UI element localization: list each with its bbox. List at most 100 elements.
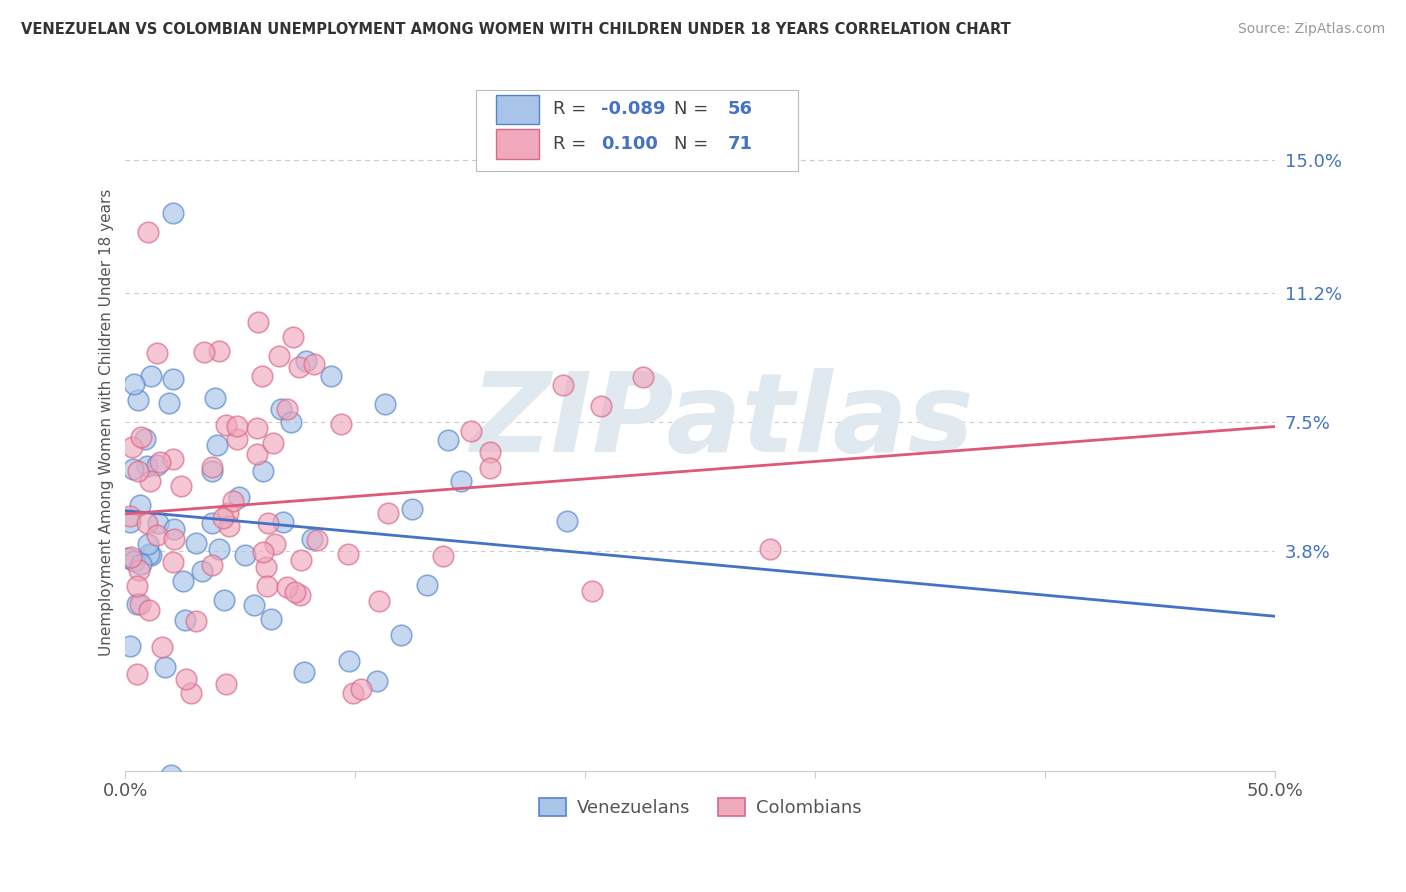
Point	[120, 550, 142, 565]
Point	[201, 558, 224, 572]
Point	[243, 598, 266, 612]
Point	[591, 399, 613, 413]
Text: 71: 71	[728, 136, 752, 153]
Point	[389, 628, 412, 642]
Point	[157, 396, 180, 410]
Point	[290, 588, 312, 602]
Point	[160, 767, 183, 781]
Point	[184, 536, 207, 550]
Text: VENEZUELAN VS COLOMBIAN UNEMPLOYMENT AMONG WOMEN WITH CHILDREN UNDER 18 YEARS CO: VENEZUELAN VS COLOMBIAN UNEMPLOYMENT AMO…	[21, 22, 1011, 37]
Point	[252, 545, 274, 559]
Text: ZIPatlas: ZIPatlas	[471, 368, 976, 475]
Point	[479, 460, 502, 475]
Point	[184, 614, 207, 628]
Point	[631, 369, 654, 384]
Point	[377, 506, 399, 520]
Point	[149, 454, 172, 468]
Point	[122, 554, 145, 568]
Point	[201, 516, 224, 531]
Text: R =: R =	[553, 100, 592, 119]
Point	[247, 315, 270, 329]
Point	[218, 519, 240, 533]
Point	[129, 557, 152, 571]
Point	[252, 464, 274, 478]
Point	[205, 438, 228, 452]
Text: Source: ZipAtlas.com: Source: ZipAtlas.com	[1237, 22, 1385, 37]
Point	[163, 532, 186, 546]
Point	[437, 433, 460, 447]
Point	[135, 516, 157, 530]
Text: -0.089: -0.089	[602, 100, 666, 119]
Point	[162, 206, 184, 220]
Point	[125, 578, 148, 592]
Point	[129, 499, 152, 513]
Point	[460, 424, 482, 438]
Point	[174, 672, 197, 686]
Point	[138, 603, 160, 617]
FancyBboxPatch shape	[477, 90, 799, 170]
Point	[269, 349, 291, 363]
Point	[170, 479, 193, 493]
Point	[191, 564, 214, 578]
Point	[138, 225, 160, 239]
Point	[125, 667, 148, 681]
Point	[226, 432, 249, 446]
Point	[127, 597, 149, 611]
Point	[217, 506, 239, 520]
Point	[138, 547, 160, 561]
Point	[336, 547, 359, 561]
Point	[117, 551, 139, 566]
Point	[135, 459, 157, 474]
Text: N =: N =	[673, 136, 714, 153]
Point	[139, 548, 162, 562]
Point	[208, 541, 231, 556]
Point	[162, 372, 184, 386]
Point	[301, 532, 323, 546]
Point	[263, 537, 285, 551]
Point	[226, 418, 249, 433]
Point	[180, 685, 202, 699]
Point	[155, 659, 177, 673]
Point	[118, 508, 141, 523]
Point	[162, 452, 184, 467]
Point	[141, 368, 163, 383]
Point	[128, 563, 150, 577]
FancyBboxPatch shape	[495, 129, 540, 159]
Point	[276, 401, 298, 416]
Point	[262, 436, 284, 450]
Point	[127, 464, 149, 478]
Text: R =: R =	[553, 136, 598, 153]
Point	[415, 578, 437, 592]
Point	[146, 346, 169, 360]
Point	[432, 549, 454, 563]
Point	[118, 639, 141, 653]
Point	[273, 515, 295, 529]
Point	[350, 681, 373, 696]
Point	[128, 597, 150, 611]
Point	[136, 537, 159, 551]
Point	[256, 560, 278, 574]
Point	[302, 357, 325, 371]
Text: N =: N =	[673, 100, 714, 119]
Point	[215, 418, 238, 433]
Point	[201, 459, 224, 474]
Point	[288, 360, 311, 375]
Point	[163, 522, 186, 536]
Point	[173, 613, 195, 627]
Y-axis label: Unemployment Among Women with Children Under 18 years: Unemployment Among Women with Children U…	[100, 188, 114, 656]
Point	[366, 674, 388, 689]
Point	[246, 447, 269, 461]
Point	[246, 420, 269, 434]
Point	[290, 553, 312, 567]
Point	[233, 548, 256, 562]
Point	[450, 474, 472, 488]
Point	[581, 584, 603, 599]
Point	[146, 528, 169, 542]
Point	[479, 445, 502, 459]
Point	[307, 533, 329, 547]
Point	[551, 377, 574, 392]
Point	[295, 353, 318, 368]
Point	[260, 612, 283, 626]
Point	[555, 514, 578, 528]
Point	[208, 344, 231, 359]
